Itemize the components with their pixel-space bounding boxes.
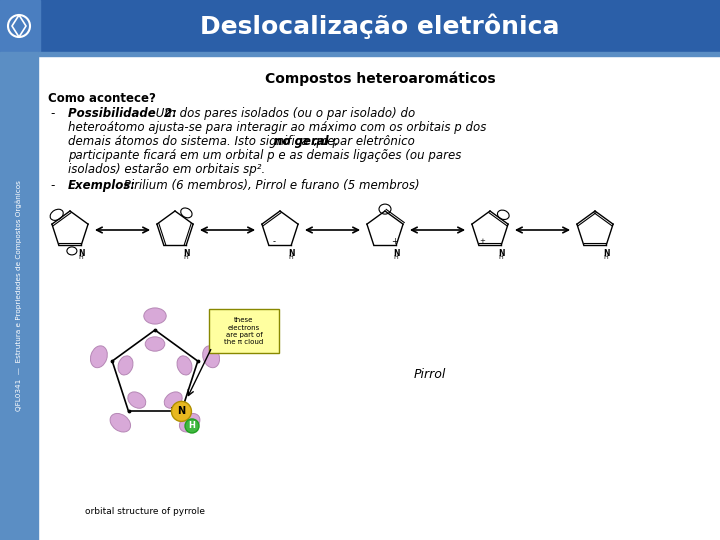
Bar (0, 0, 40, 52)
Text: Um dos pares isolados (ou o par isolado) do: Um dos pares isolados (ou o par isolado)… (152, 107, 415, 120)
Text: N: N (498, 249, 505, 258)
Bar (0, 52, 38, 540)
Text: N: N (393, 249, 400, 258)
Ellipse shape (202, 346, 220, 368)
Text: demais átomos do sistema. Isto significa que,: demais átomos do sistema. Isto significa… (68, 135, 342, 148)
Bar (0, 0, 720, 52)
Ellipse shape (145, 337, 165, 351)
Text: +: + (480, 238, 485, 245)
Text: H: H (184, 255, 189, 260)
Text: N: N (603, 249, 609, 258)
Text: N: N (78, 249, 84, 258)
Text: participante ficará em um orbital p e as demais ligações (ou pares: participante ficará em um orbital p e as… (68, 149, 462, 162)
Text: Deslocalização eletrônica: Deslocalização eletrônica (200, 14, 559, 39)
Text: Como acontece?: Como acontece? (48, 92, 156, 105)
Text: H: H (189, 421, 195, 430)
Circle shape (171, 401, 192, 421)
Text: H: H (289, 255, 294, 260)
Text: -: - (273, 237, 276, 246)
Ellipse shape (118, 356, 133, 375)
Text: Compostos heteroaromáticos: Compostos heteroaromáticos (265, 72, 495, 86)
Ellipse shape (127, 392, 145, 408)
Text: N: N (177, 407, 186, 416)
Ellipse shape (91, 346, 107, 368)
Text: N: N (183, 249, 189, 258)
Text: Pirrol: Pirrol (414, 368, 446, 381)
Text: +: + (391, 237, 398, 246)
Text: no geral: no geral (274, 135, 328, 148)
Ellipse shape (179, 414, 200, 432)
Ellipse shape (110, 414, 130, 432)
Text: Pirilium (6 membros), Pirrol e furano (5 membros): Pirilium (6 membros), Pirrol e furano (5… (120, 179, 420, 192)
Text: QFL0341  —  Estrutura e Propriedades de Compostos Orgânicos: QFL0341 — Estrutura e Propriedades de Co… (16, 180, 22, 411)
Text: Exemplos:: Exemplos: (68, 179, 136, 192)
Text: H: H (604, 255, 608, 260)
Ellipse shape (164, 392, 182, 408)
Text: H: H (499, 255, 503, 260)
Text: -: - (50, 107, 55, 120)
Text: heteroátomo ajusta-se para interagir ao máximo com os orbitais p dos: heteroátomo ajusta-se para interagir ao … (68, 121, 487, 134)
Text: orbital structure of pyrrole: orbital structure of pyrrole (85, 508, 205, 516)
Text: ··: ·· (171, 403, 176, 414)
Ellipse shape (177, 356, 192, 375)
Text: these
electrons
are part of
the π cloud: these electrons are part of the π cloud (225, 318, 264, 345)
FancyBboxPatch shape (209, 309, 279, 353)
Text: H: H (394, 255, 399, 260)
Text: , o par eletrônico: , o par eletrônico (314, 135, 415, 148)
Text: isolados) estarão em orbitais sp².: isolados) estarão em orbitais sp². (68, 163, 265, 176)
Ellipse shape (144, 308, 166, 324)
Text: N: N (288, 249, 294, 258)
Bar (38, 52, 720, 56)
Text: -: - (50, 179, 55, 192)
Text: H: H (78, 255, 84, 260)
Circle shape (185, 419, 199, 433)
Text: Possibilidade  2:: Possibilidade 2: (68, 107, 177, 120)
